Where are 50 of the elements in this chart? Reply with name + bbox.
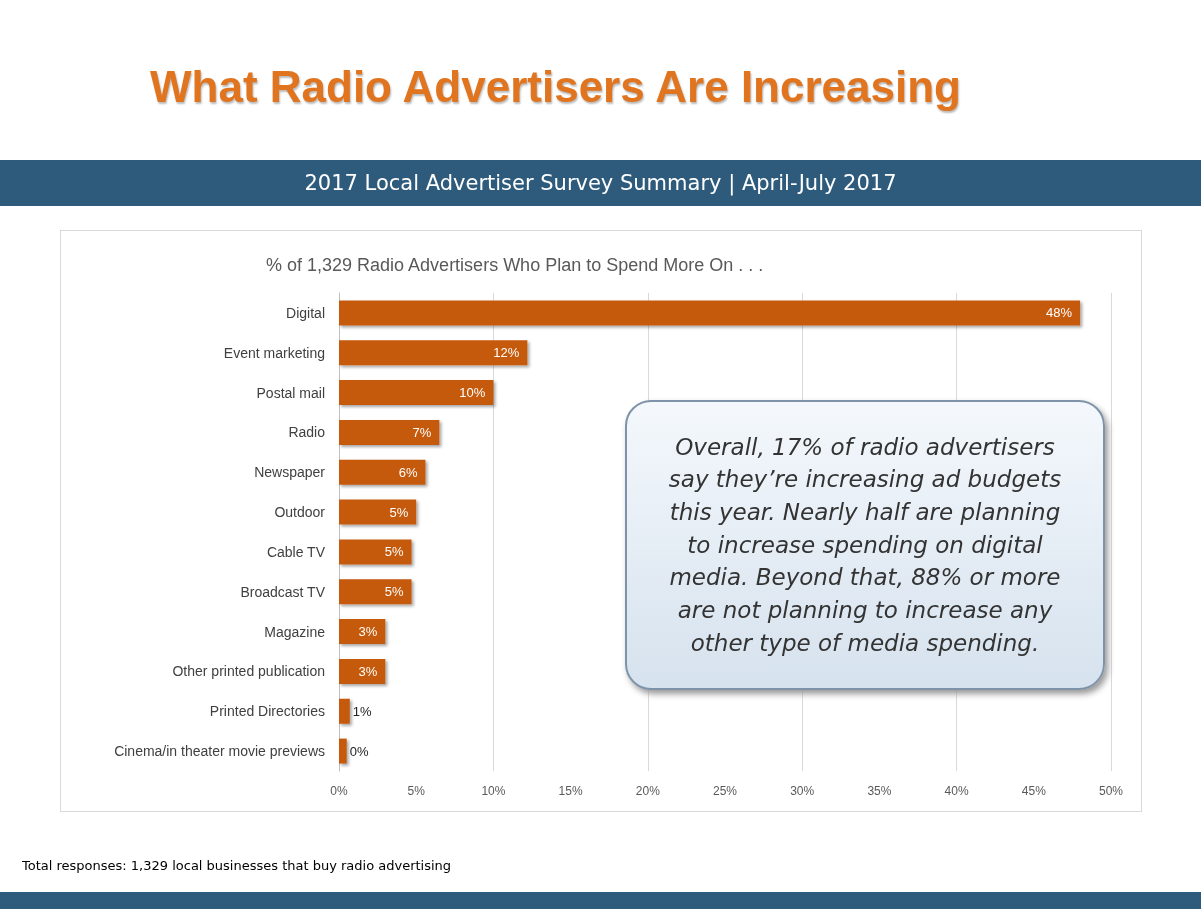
text: Total responses: 1,329 local businesses that buy radio advertising: [22, 858, 452, 873]
y-tick-label: Event marketing: [223, 344, 325, 361]
y-tick-label: Other printed publication: [172, 663, 325, 680]
chart-subtitle: 2017 Local Advertiser Survey Summary | April-July 2017: [0, 160, 1201, 206]
y-tick-label: Newspaper: [254, 464, 326, 481]
bar: [339, 579, 412, 605]
data-label: 0%: [349, 743, 369, 759]
data-label: 5%: [389, 504, 409, 520]
y-tick-label: Cable TV: [266, 543, 326, 560]
x-tick-label: 15%: [558, 784, 583, 798]
x-tick-label: 35%: [867, 784, 892, 798]
y-tick-label: Broadcast TV: [240, 583, 326, 600]
text: % of 1,329 Radio Advertisers Who Plan to Spend More On . . .: [266, 255, 764, 275]
data-label: 12%: [493, 345, 520, 361]
data-label: 6%: [398, 464, 418, 480]
bar: [339, 698, 350, 724]
callout-box: Overall, 17% of radio advertisers say they’re increasing ad budgets this year. Nearly half are planning to increase spending on digital media. Beyond that, 88% or more are not planning to increase any other type of media spending.: [625, 400, 1105, 690]
data-label: 3%: [358, 624, 378, 640]
bar: [339, 499, 417, 525]
bar: [339, 738, 347, 764]
data-label: 48%: [1046, 305, 1073, 321]
x-tick-label: 30%: [790, 784, 815, 798]
y-tick-label: Outdoor: [274, 504, 326, 521]
y-tick-label: Magazine: [264, 623, 326, 640]
y-tick-label: Digital: [286, 304, 325, 321]
data-label: 5%: [384, 584, 404, 600]
x-tick-label: 10%: [481, 784, 506, 798]
x-tick-label: 20%: [635, 784, 661, 798]
data-label: 3%: [358, 663, 378, 679]
bar: [339, 459, 426, 485]
data-label: 7%: [412, 424, 432, 440]
y-tick-label: Radio: [288, 424, 326, 441]
y-tick-label: Printed Directories: [209, 703, 325, 720]
bar: [339, 419, 440, 445]
bar: [339, 539, 412, 565]
x-tick-label: 5%: [407, 784, 426, 798]
x-tick-label: 40%: [944, 784, 969, 798]
bar: [339, 300, 1081, 326]
data-label: 10%: [459, 385, 486, 401]
x-tick-label: 0%: [330, 784, 348, 798]
x-tick-label: 25%: [712, 784, 738, 798]
x-tick-label: 45%: [1021, 784, 1047, 798]
data-label: 5%: [384, 544, 404, 560]
bar: [339, 380, 494, 406]
x-tick-label: 50%: [1098, 784, 1124, 798]
data-label: 1%: [352, 703, 373, 719]
chart-title: What Radio Advertisers Are Increasing: [150, 62, 962, 112]
bar: [339, 340, 528, 366]
y-tick-label: Cinema/in theater movie previews: [114, 743, 325, 760]
y-tick-label: Postal mail: [256, 384, 325, 401]
